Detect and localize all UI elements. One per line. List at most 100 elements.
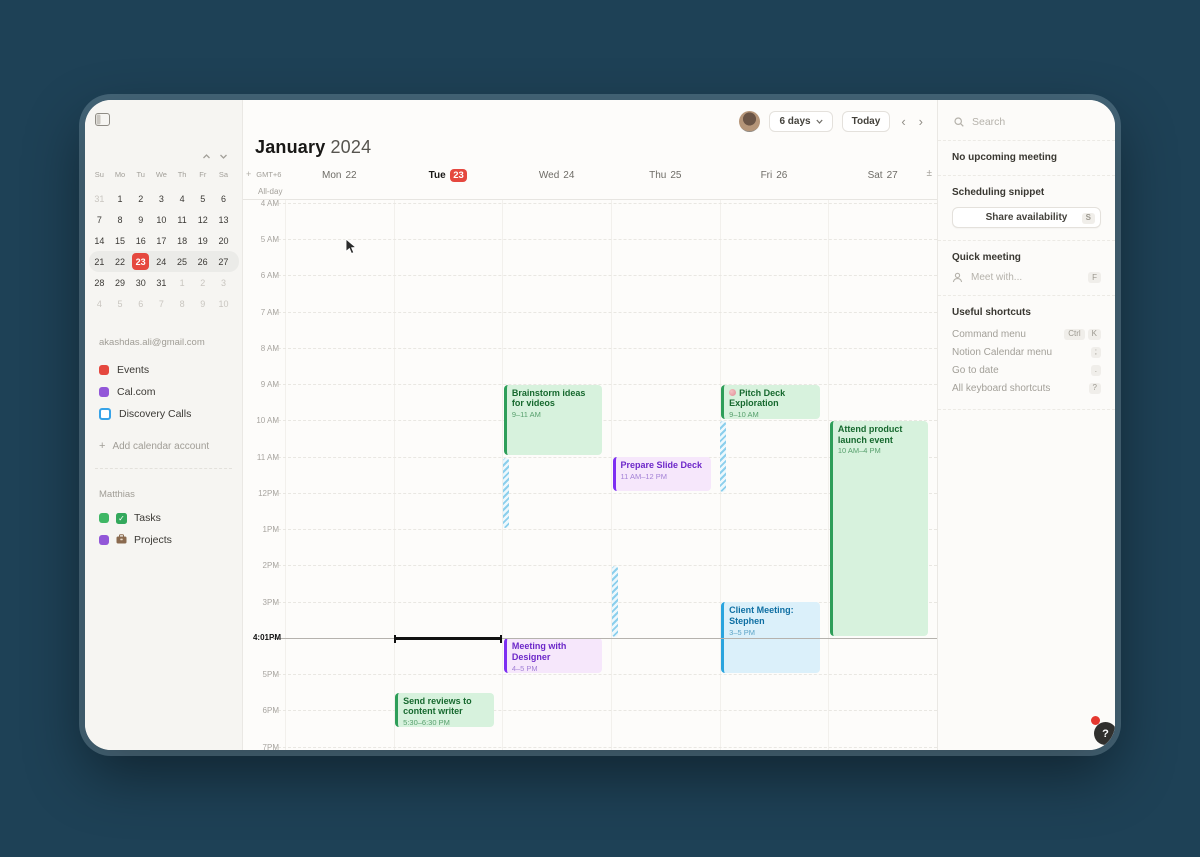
- mini-cal-day[interactable]: 3: [158, 193, 164, 204]
- workspace-item[interactable]: Projects: [99, 529, 234, 551]
- mini-cal-day[interactable]: 21: [94, 256, 105, 267]
- mini-cal-day[interactable]: 5: [117, 298, 123, 309]
- mini-cal-day[interactable]: 2: [200, 277, 206, 288]
- sidebar-toggle-icon[interactable]: [95, 113, 110, 126]
- share-availability-label: Share availability: [985, 212, 1068, 223]
- mini-cal-day[interactable]: 15: [115, 235, 126, 246]
- day-header[interactable]: Fri 26: [720, 168, 829, 182]
- hour-label: 3PM: [262, 597, 279, 607]
- next-period-icon[interactable]: ›: [918, 114, 923, 129]
- day-header-today[interactable]: Tue 23: [394, 168, 503, 182]
- calendar-source-item[interactable]: Cal.com: [99, 381, 234, 403]
- meet-with-input[interactable]: Meet with... F: [952, 272, 1101, 283]
- mini-cal-day[interactable]: 6: [220, 193, 226, 204]
- mini-cal-day[interactable]: 5: [200, 193, 206, 204]
- calendar-source-item[interactable]: Discovery Calls: [99, 403, 234, 425]
- mini-cal-day[interactable]: 25: [176, 256, 187, 267]
- mini-cal-selected-day[interactable]: 23: [132, 253, 150, 270]
- mini-cal-day[interactable]: 9: [200, 298, 206, 309]
- mini-cal-day[interactable]: 30: [135, 277, 146, 288]
- mini-cal-day[interactable]: 31: [94, 193, 105, 204]
- mini-cal-day[interactable]: 8: [117, 214, 123, 225]
- day-name: Thu: [649, 169, 667, 181]
- mini-cal-day[interactable]: 9: [138, 214, 144, 225]
- search-input[interactable]: Search: [938, 100, 1115, 140]
- key-badge: ;: [1090, 346, 1101, 358]
- mini-cal-day[interactable]: 7: [158, 298, 164, 309]
- shortcut-row[interactable]: Go to date.: [952, 361, 1101, 379]
- expand-allday-icon[interactable]: ±: [926, 168, 933, 179]
- mini-cal-day[interactable]: 18: [177, 235, 188, 246]
- day-header[interactable]: Mon 22: [285, 168, 394, 182]
- help-button[interactable]: ?: [1094, 722, 1115, 745]
- mini-cal-day[interactable]: 19: [197, 235, 208, 246]
- shortcut-row[interactable]: Command menu Ctrl K: [952, 325, 1101, 343]
- event-attend-product-launch-event[interactable]: Attend product launch event 10 AM–4 PM: [829, 420, 929, 637]
- event-pitch-deck-exploration[interactable]: Pitch Deck Exploration 9–10 AM: [721, 384, 820, 419]
- mini-cal-day[interactable]: 1: [179, 277, 185, 288]
- event-send-reviews-to-content-writer[interactable]: Send reviews to content writer 5:30–6:30 …: [395, 692, 494, 727]
- mini-cal-day[interactable]: 6: [138, 298, 144, 309]
- workspace-item[interactable]: ✓ Tasks: [99, 507, 234, 529]
- mini-cal-day[interactable]: 8: [179, 298, 185, 309]
- mini-cal-day[interactable]: 4: [96, 298, 102, 309]
- mini-cal-day[interactable]: 10: [218, 298, 229, 309]
- mini-cal-day[interactable]: 31: [156, 277, 167, 288]
- quick-meeting-title: Quick meeting: [952, 252, 1021, 263]
- share-availability-button[interactable]: Share availability S: [952, 207, 1101, 228]
- mini-cal-day[interactable]: 12: [197, 214, 208, 225]
- mini-cal-day[interactable]: 2: [138, 193, 144, 204]
- mini-cal-day[interactable]: 16: [135, 235, 146, 246]
- mini-cal-day[interactable]: 29: [115, 277, 126, 288]
- busy-strip[interactable]: [611, 566, 618, 637]
- mini-cal-day[interactable]: 13: [218, 214, 229, 225]
- mini-cal-day[interactable]: 24: [156, 256, 167, 267]
- mini-cal-day[interactable]: 20: [218, 235, 229, 246]
- view-selector-button[interactable]: 6 days: [769, 111, 833, 132]
- weekday-label: Sa: [218, 170, 229, 179]
- shortcut-row[interactable]: All keyboard shortcuts?: [952, 379, 1101, 397]
- mini-cal-day[interactable]: 3: [220, 277, 226, 288]
- busy-strip[interactable]: [720, 421, 727, 492]
- mini-cal-day[interactable]: 11: [177, 214, 187, 225]
- mini-cal-day[interactable]: 26: [197, 256, 208, 267]
- today-button[interactable]: Today: [841, 111, 891, 132]
- mini-cal-prev-icon[interactable]: [202, 152, 211, 161]
- mini-cal-day[interactable]: 22: [115, 256, 126, 267]
- day-header[interactable]: Wed 24: [502, 168, 611, 182]
- mini-cal-day[interactable]: 4: [179, 193, 185, 204]
- workspace-color-swatch: [99, 513, 109, 523]
- grid-hour-line: [273, 674, 937, 675]
- event-meeting-with-designer[interactable]: Meeting with Designer 4–5 PM: [503, 638, 603, 673]
- mini-cal-day[interactable]: 27: [218, 256, 229, 267]
- mini-cal-next-icon[interactable]: [219, 152, 228, 161]
- week-grid[interactable]: 4 AM 5 AM 6 AM 7 AM 8 AM 9 AM 10 AM 11 AM 12PM 1P…: [243, 200, 937, 750]
- event-client-meeting-stephen[interactable]: Client Meeting: Stephen 3–5 PM: [721, 602, 820, 673]
- weekday-label: Su: [94, 170, 104, 179]
- day-header[interactable]: Thu 25: [611, 168, 720, 182]
- key-badge: ?: [1088, 382, 1101, 394]
- weekday-label: Fr: [199, 170, 207, 179]
- avatar[interactable]: [739, 111, 761, 132]
- mini-cal-day[interactable]: 1: [117, 193, 123, 204]
- event-time: 5:30–6:30 PM: [403, 718, 450, 727]
- event-brainstorm-ideas-for-videos[interactable]: Brainstorm ideas for videos 9–11 AM: [503, 384, 603, 455]
- add-timezone-icon[interactable]: +: [246, 169, 252, 179]
- day-number: 25: [670, 169, 682, 181]
- hour-label: 1PM: [262, 525, 279, 534]
- mini-cal-day[interactable]: 28: [94, 277, 105, 288]
- shortcut-row[interactable]: Notion Calendar menu;: [952, 343, 1101, 361]
- panel-divider: [938, 295, 1115, 296]
- calendar-source-list: Events Cal.com Discovery Calls: [99, 359, 234, 425]
- add-calendar-account-button[interactable]: + Add calendar account: [99, 440, 209, 452]
- day-number: 26: [776, 169, 788, 181]
- busy-strip[interactable]: [502, 457, 509, 528]
- mini-cal-day[interactable]: 14: [94, 235, 105, 246]
- mini-cal-day[interactable]: 7: [96, 214, 102, 225]
- calendar-source-item[interactable]: Events: [99, 359, 234, 381]
- mini-cal-day[interactable]: 10: [156, 214, 167, 225]
- mini-cal-day[interactable]: 17: [156, 235, 167, 246]
- prev-period-icon[interactable]: ‹: [901, 114, 906, 129]
- day-header[interactable]: Sat 27: [828, 168, 937, 182]
- event-prepare-slide-deck[interactable]: Prepare Slide Deck 11 AM–12 PM: [612, 457, 712, 492]
